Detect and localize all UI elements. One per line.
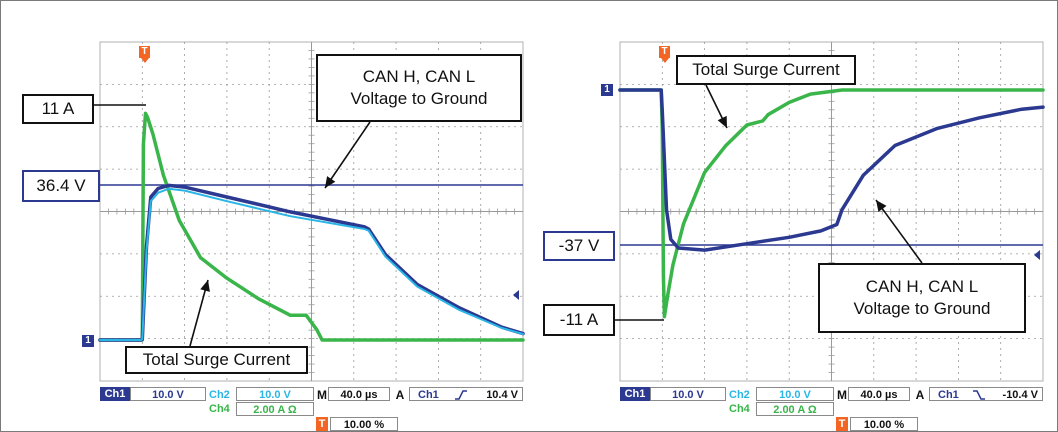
ch4-trace-right	[618, 88, 1045, 319]
trigger-tag-left: A	[395, 388, 405, 402]
leader-current-right-arrowhead-icon	[717, 115, 727, 128]
leader-voltage-right	[875, 199, 923, 264]
timebase-tag-right: M	[837, 388, 847, 402]
ch4-trace-left	[98, 111, 525, 342]
traces-right	[618, 88, 1045, 319]
ch1-scale-right: 10.0 V	[650, 387, 726, 401]
leader-voltage-left-arrowhead-icon	[325, 176, 336, 188]
trigger-source-right: Ch1	[938, 389, 959, 401]
ch2-scale-right: 10.0 V	[756, 387, 834, 401]
leader-current-left-arrowhead-icon	[200, 280, 210, 292]
offscreen-marker-right	[1034, 250, 1040, 260]
leader-voltage-right-arrowhead-icon	[876, 200, 887, 212]
ch1-tag-right: Ch1	[620, 387, 650, 401]
current-peak-label-right: -11 A	[543, 304, 615, 336]
trigger-settings-left: Ch1 10.4 V	[409, 387, 523, 401]
ch2-trace-left	[99, 187, 524, 341]
ch2-tag-right: Ch2	[729, 389, 750, 401]
traces-left	[98, 111, 525, 342]
trigger-position-right: 10.00 %	[850, 417, 918, 431]
timebase-tag-left: M	[317, 388, 327, 402]
ch4-scale-right: 2.00 A Ω	[756, 402, 834, 416]
voltage-level-label-right: -37 V	[543, 231, 615, 261]
ch4-tag-left: Ch4	[209, 403, 230, 415]
trigger-position-left: 10.00 %	[330, 417, 398, 431]
trigger-level-right: -10.4 V	[1002, 389, 1038, 401]
trigger-settings-right: Ch1 -10.4 V	[929, 387, 1043, 401]
offscreen-marker-left	[513, 290, 519, 300]
ch1-tag-left: Ch1	[100, 387, 130, 401]
trigger-marker-right: T	[659, 46, 670, 58]
voltage-callout-right: CAN H, CAN L Voltage to Ground	[818, 263, 1026, 333]
ch4-tag-right: Ch4	[729, 403, 750, 415]
leader-voltage-left	[324, 121, 371, 189]
trigger-source-left: Ch1	[418, 389, 439, 401]
voltage-level-label-left: 36.4 V	[22, 170, 100, 202]
channel1-marker-right: 1	[601, 84, 613, 96]
ch2-scale-left: 10.0 V	[236, 387, 314, 401]
falling-edge-icon	[973, 390, 985, 400]
current-peak-label-left: 11 A	[22, 94, 94, 124]
callout-leaders	[94, 84, 923, 347]
trigger-arrow-right-icon	[661, 58, 669, 63]
leader-current-left	[189, 279, 209, 347]
ch1-trace-right	[618, 88, 1045, 252]
timebase-right: 40.0 µs	[848, 387, 910, 401]
current-callout-right: Total Surge Current	[676, 55, 856, 85]
timebase-left: 40.0 µs	[328, 387, 390, 401]
trigger-position-tag-left: T	[316, 417, 328, 431]
current-callout-left: Total Surge Current	[125, 346, 308, 374]
ch2-tag-left: Ch2	[209, 389, 230, 401]
trigger-marker-left: T	[139, 46, 150, 58]
trigger-tag-right: A	[915, 388, 925, 402]
rising-edge-icon	[455, 390, 467, 400]
ch1-scale-left: 10.0 V	[130, 387, 206, 401]
trigger-arrow-left-icon	[141, 58, 149, 63]
trigger-level-left: 10.4 V	[486, 389, 518, 401]
channel1-marker-left: 1	[82, 335, 94, 347]
voltage-callout-left: CAN H, CAN L Voltage to Ground	[316, 54, 522, 122]
trigger-position-tag-right: T	[836, 417, 848, 431]
ch4-scale-left: 2.00 A Ω	[236, 402, 314, 416]
